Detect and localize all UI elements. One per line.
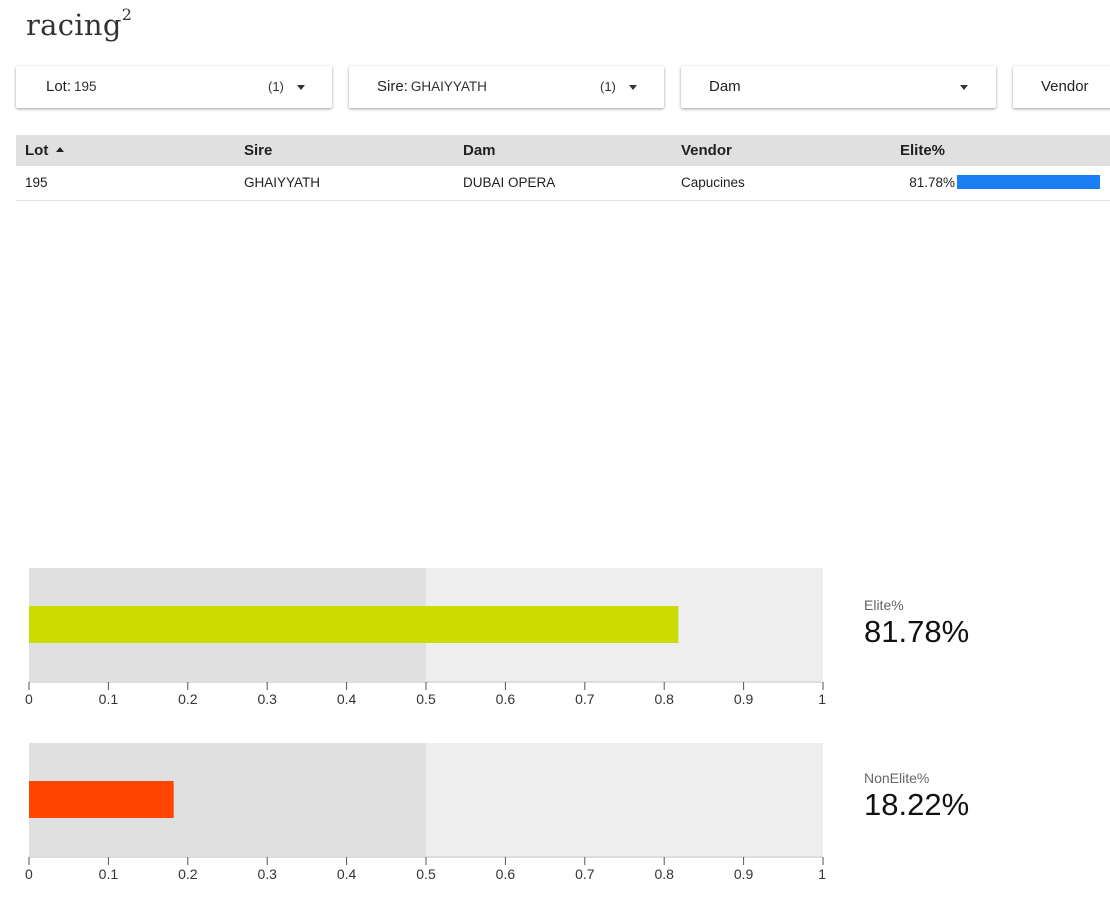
bullet-measure-bar bbox=[29, 606, 679, 643]
bullet-tick-label: 0.1 bbox=[99, 866, 119, 882]
filter-lot-label: Lot bbox=[46, 78, 67, 95]
kpi-elite-value: 81.78% bbox=[864, 614, 970, 649]
cell-dam: DUBAI OPERA bbox=[463, 175, 556, 190]
bullet-tick-label: 0.9 bbox=[734, 866, 754, 882]
filter-lot-count: (1) bbox=[268, 79, 284, 94]
chevron-down-icon bbox=[629, 85, 637, 90]
bullet-tick-label: 0.6 bbox=[496, 866, 516, 882]
filter-sire-label: Sire bbox=[377, 78, 404, 95]
bullet-tick-label: 0.1 bbox=[99, 691, 119, 707]
table-header-row: Lot Sire Dam Vendor Elite% bbox=[16, 135, 1110, 166]
cell-lot: 195 bbox=[25, 175, 48, 190]
filter-dam-label: Dam bbox=[709, 78, 741, 95]
kpi-elite: Elite% 81.78% bbox=[864, 597, 969, 650]
bullet-tick-label: 0.7 bbox=[575, 691, 595, 707]
app-title-text: racing bbox=[26, 8, 122, 42]
results-table: Lot Sire Dam Vendor Elite% 195 GHAIYYATH… bbox=[16, 135, 1110, 201]
bullet-tick-label: 0.5 bbox=[416, 866, 436, 882]
app-title-superscript: 2 bbox=[121, 5, 133, 25]
cell-sire: GHAIYYATH bbox=[244, 175, 321, 190]
column-header-dam[interactable]: Dam bbox=[463, 142, 496, 159]
filter-sire-value: GHAIYYATH bbox=[410, 79, 487, 94]
chevron-down-icon bbox=[297, 85, 305, 90]
cell-elite: 81.78% bbox=[909, 175, 955, 190]
bullet-tick-label: 0.8 bbox=[654, 691, 674, 707]
bullet-charts: 0 0.1 0.2 0.3 0.4 0.5 0.6 0.7 0.8 0.9 1 0 0.1 0.2 0.3 0… bbox=[25, 568, 826, 882]
bullet-tick-label: 0.3 bbox=[257, 691, 277, 707]
bullet-tick-label: 0.8 bbox=[654, 866, 674, 882]
column-header-vendor[interactable]: Vendor bbox=[681, 142, 732, 159]
sort-ascending-icon bbox=[56, 146, 65, 152]
bullet-tick-label: 0 bbox=[25, 691, 33, 707]
bullet-tick-label: 0.5 bbox=[416, 691, 436, 707]
kpi-nonelite: NonElite% 18.22% bbox=[864, 770, 969, 823]
bullet-tick-label: 1 bbox=[818, 691, 826, 707]
filter-lot-dropdown[interactable]: Lot: 195 (1) bbox=[16, 66, 332, 108]
bullet-tick-label: 0.4 bbox=[337, 866, 357, 882]
bullet-tick-label: 0.2 bbox=[178, 866, 198, 882]
app-title: racing2 bbox=[26, 5, 133, 42]
column-header-elite[interactable]: Elite% bbox=[900, 142, 946, 159]
chevron-down-icon bbox=[960, 85, 968, 90]
filter-sire-count: (1) bbox=[600, 79, 616, 94]
bullet-tick-label: 0.7 bbox=[575, 866, 595, 882]
filter-sire-dropdown[interactable]: Sire: GHAIYYATH (1) bbox=[349, 66, 664, 108]
bullet-tick-label: 0.6 bbox=[496, 691, 516, 707]
bullet-tick-label: 0.9 bbox=[734, 691, 754, 707]
bullet-tick-label: 0.4 bbox=[337, 691, 357, 707]
column-header-sire[interactable]: Sire bbox=[244, 142, 273, 159]
column-header-lot[interactable]: Lot bbox=[25, 142, 65, 159]
table-row[interactable]: 195 GHAIYYATH DUBAI OPERA Capucines 81.7… bbox=[16, 166, 1110, 201]
filter-vendor-dropdown[interactable]: Vendor bbox=[1013, 66, 1110, 108]
bullet-tick-label: 0.2 bbox=[178, 691, 198, 707]
filter-dam-dropdown[interactable]: Dam bbox=[681, 66, 996, 108]
filter-lot-value: 195 bbox=[74, 79, 97, 94]
bullet-tick-label: 0 bbox=[25, 866, 33, 882]
filter-vendor-label: Vendor bbox=[1041, 78, 1089, 95]
kpi-nonelite-value: 18.22% bbox=[864, 787, 970, 822]
kpi-nonelite-label: NonElite% bbox=[864, 770, 930, 786]
cell-vendor: Capucines bbox=[681, 175, 745, 190]
bullet-tick-label: 1 bbox=[818, 866, 826, 882]
bullet-measure-bar bbox=[29, 781, 174, 818]
bullet-tick-label: 0.3 bbox=[257, 866, 277, 882]
kpi-elite-label: Elite% bbox=[864, 597, 904, 613]
elite-percent-bar bbox=[957, 175, 1100, 189]
